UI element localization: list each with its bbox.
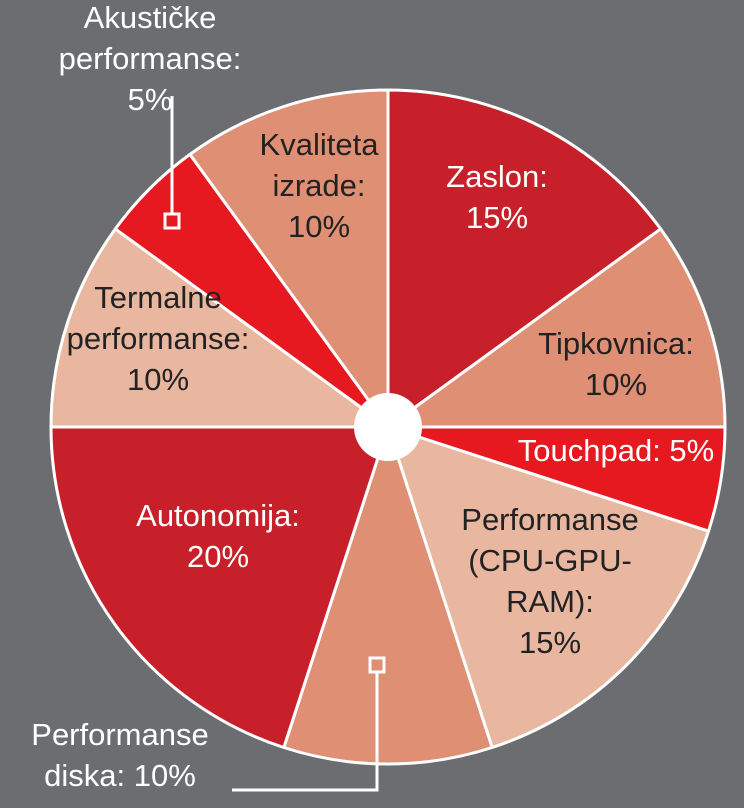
- slice-label-termalne-performanse: Termalne performanse: 10%: [67, 280, 250, 397]
- leader-marker-akusticke-performanse: [163, 212, 181, 230]
- pie-slice-performanse-diska: [282, 425, 494, 766]
- slice-label-tipkovnica: Tipkovnica: 10%: [538, 326, 694, 402]
- slice-label-zaslon: Zaslon: 15%: [446, 159, 548, 235]
- slice-label-autonomija: Autonomija: 20%: [136, 498, 300, 574]
- leader-line-performanse-diska: [232, 672, 379, 792]
- pie-slice-performanse-cpu-gpu-ram: [386, 425, 711, 750]
- slice-label-akusticke-performanse: Akustičke performanse: 5%: [59, 0, 242, 117]
- pie-slice-tipkovnica: [386, 227, 727, 429]
- leader-marker-performanse-diska: [368, 656, 386, 674]
- pie-slice-autonomija: [49, 425, 390, 750]
- slice-label-kvaliteta-izrade: Kvaliteta izrade: 10%: [260, 127, 380, 244]
- pie-slice-kvaliteta-izrade: [188, 88, 390, 429]
- slice-label-performanse-cpu-gpu-ram: Performanse (CPU-GPU-RAM): 15%: [461, 502, 638, 660]
- pie-slice-zaslon: [386, 88, 663, 429]
- slice-label-performanse-diska: Performanse diska: 10%: [31, 717, 208, 793]
- pie-center-hole: [354, 393, 422, 461]
- slice-label-touchpad: Touchpad: 5%: [518, 433, 714, 468]
- pie-slice-termalne-performanse: [49, 227, 390, 429]
